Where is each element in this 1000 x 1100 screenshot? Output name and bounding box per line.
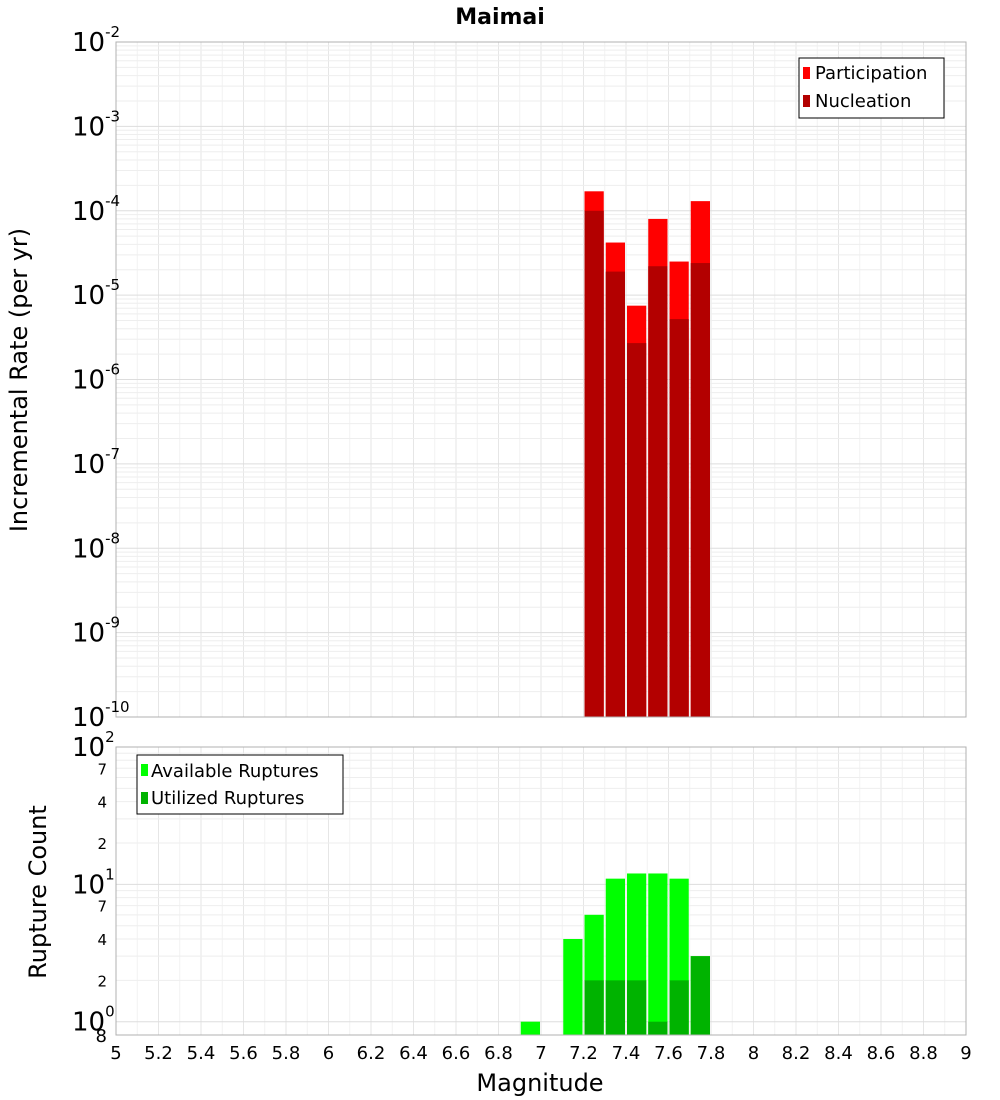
x-tick-label: 7.2 <box>569 1043 598 1064</box>
legend-swatch-utilized <box>141 792 148 804</box>
x-tick-label: 9 <box>960 1043 971 1064</box>
bottom-utilized-ruptures-bar <box>690 956 710 1035</box>
x-tick-label: 5.6 <box>229 1043 258 1064</box>
bottom-y-tick-labels: 100 101 102 2 4 7 2 4 7 8 <box>72 728 115 1047</box>
legend-label-participation: Participation <box>815 63 927 84</box>
top-bars <box>584 191 710 718</box>
x-tick-label: 8.6 <box>867 1043 896 1064</box>
legend-swatch-available <box>141 764 148 776</box>
chart-title: Maimai <box>455 5 545 30</box>
bottom-legend-box <box>136 754 344 815</box>
top-nucleation-bar <box>690 263 710 717</box>
top-y-tick-label: 10-10 <box>72 698 130 733</box>
top-y-axis-label: Incremental Rate (per yr) <box>5 228 33 532</box>
top-y-tick-label: 10-4 <box>72 192 120 227</box>
bottom-legend: Available Ruptures Utilized Ruptures <box>136 754 344 815</box>
bottom-bars <box>520 873 710 1035</box>
top-y-tick-label: 10-3 <box>72 107 120 142</box>
bottom-utilized-ruptures-bar <box>648 1021 668 1035</box>
x-tick-label: 8 <box>748 1043 759 1064</box>
top-y-tick-label: 10-8 <box>72 529 120 564</box>
bottom-y-minor-tick-label: 2 <box>97 972 107 990</box>
x-tick-labels: 5 5.2 5.4 5.6 5.8 6 6.2 6.4 6.6 6.8 7 7.2 7.4 7.6 7.8 8… <box>110 1043 971 1064</box>
legend-label-utilized: Utilized Ruptures <box>151 788 304 809</box>
top-nucleation-bar <box>669 319 689 717</box>
x-tick-label: 5.2 <box>144 1043 173 1064</box>
x-tick-label: 7.8 <box>697 1043 726 1064</box>
top-y-tick-label: 10-9 <box>72 614 120 649</box>
x-tick-label: 5.4 <box>187 1043 216 1064</box>
x-tick-label: 7 <box>535 1043 546 1064</box>
top-y-tick-label: 10-6 <box>72 361 120 396</box>
bottom-utilized-ruptures-bar <box>584 980 604 1035</box>
x-tick-label: 7.4 <box>612 1043 641 1064</box>
bottom-y-minor-tick-label: 7 <box>97 760 107 778</box>
top-plot-frame <box>115 41 967 718</box>
bottom-y-minor-tick-label: 4 <box>97 931 107 949</box>
legend-swatch-nucleation <box>803 95 810 107</box>
bottom-y-minor-tick-label: 2 <box>97 835 107 853</box>
legend-swatch-participation <box>803 67 810 79</box>
x-tick-label: 6.6 <box>442 1043 471 1064</box>
x-tick-label: 8.4 <box>824 1043 853 1064</box>
top-nucleation-bar <box>627 343 647 717</box>
x-tick-label: 5 <box>110 1043 121 1064</box>
legend-label-nucleation: Nucleation <box>815 91 911 112</box>
top-y-tick-label: 10-2 <box>72 23 120 58</box>
legend-label-available: Available Ruptures <box>151 761 319 782</box>
x-tick-label: 8.2 <box>782 1043 811 1064</box>
top-nucleation-bar <box>605 271 625 717</box>
bottom-y-tick-label: 101 <box>72 865 115 900</box>
x-tick-label: 6.2 <box>357 1043 386 1064</box>
bottom-y-minor-tick-label: 7 <box>97 898 107 916</box>
bottom-available-ruptures-bar <box>648 873 668 1035</box>
bottom-y-bottom-label: 8 <box>96 1026 107 1047</box>
x-tick-label: 6.8 <box>484 1043 513 1064</box>
top-y-tick-label: 10-5 <box>72 276 120 311</box>
bottom-available-ruptures-bar <box>520 1021 540 1035</box>
bottom-y-tick-label: 102 <box>72 728 115 763</box>
x-axis-label: Magnitude <box>476 1069 603 1097</box>
x-tick-label: 6 <box>323 1043 334 1064</box>
bottom-y-minor-tick-label: 4 <box>97 794 107 812</box>
bottom-plot-frame <box>115 746 967 1036</box>
top-gridlines <box>115 42 967 718</box>
x-tick-label: 7.6 <box>654 1043 683 1064</box>
top-legend: Participation Nucleation <box>798 57 945 119</box>
top-y-tick-label: 10-7 <box>72 445 120 480</box>
top-nucleation-bar <box>648 266 668 717</box>
top-nucleation-bar <box>584 210 604 717</box>
bottom-available-ruptures-bar <box>563 939 583 1035</box>
x-tick-label: 8.8 <box>909 1043 938 1064</box>
bottom-y-axis-label: Rupture Count <box>24 805 52 979</box>
top-y-tick-labels: 10-10 10-9 10-8 10-7 10-6 10-5 10-4 10-3 10-2 <box>72 23 130 733</box>
x-tick-label: 5.8 <box>272 1043 301 1064</box>
bottom-y-tick-label: 100 <box>72 1003 115 1038</box>
bottom-utilized-ruptures-bar <box>605 980 625 1035</box>
x-tick-label: 6.4 <box>399 1043 428 1064</box>
top-legend-box <box>798 57 945 119</box>
bottom-utilized-ruptures-bar <box>627 980 647 1035</box>
bottom-utilized-ruptures-bar <box>669 980 689 1035</box>
